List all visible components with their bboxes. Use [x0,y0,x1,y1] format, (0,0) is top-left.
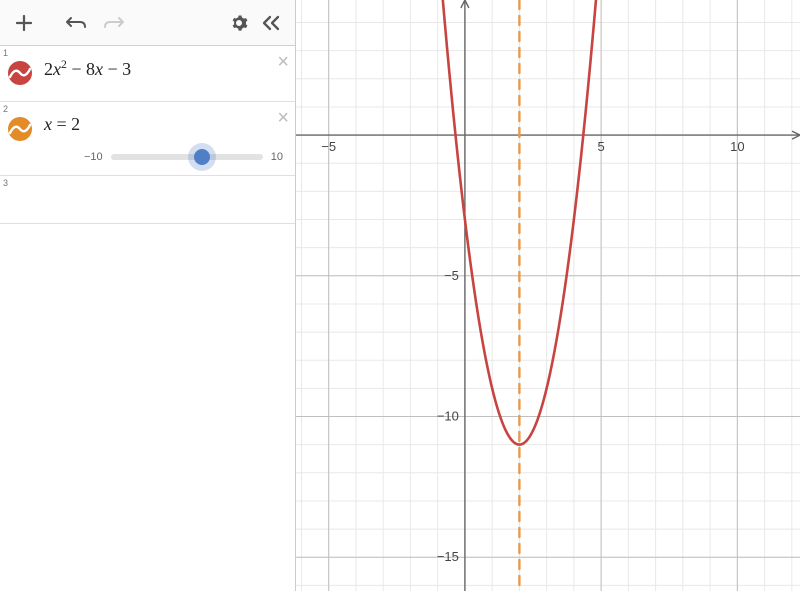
expression-index: 2 [3,104,8,114]
add-expression-button[interactable] [8,7,40,39]
redo-button[interactable] [98,7,130,39]
svg-text:−5: −5 [321,139,336,154]
delete-expression-icon[interactable]: × [277,108,289,128]
collapse-sidebar-button[interactable] [255,7,287,39]
graph-panel[interactable]: −5 5 10 −5 −10 −15 [296,0,800,591]
expression-formula[interactable] [40,176,295,200]
expression-formula[interactable]: x = 2 [40,102,295,147]
expression-list: 12x2 − 8x − 3×2x = 2−1010×3 [0,46,295,591]
expression-row[interactable]: 3 [0,176,295,224]
svg-text:−10: −10 [437,409,459,424]
expression-sidebar: 12x2 − 8x − 3×2x = 2−1010×3 [0,0,296,591]
expression-slider[interactable]: −10 10 [40,147,295,175]
expression-index: 3 [3,178,8,188]
graph-canvas[interactable]: −5 5 10 −5 −10 −15 [296,0,800,591]
slider-max-label: 10 [271,151,283,163]
slider-min-label: −10 [84,151,103,163]
settings-button[interactable] [223,7,255,39]
slider-thumb[interactable] [194,149,210,165]
svg-text:10: 10 [730,139,744,154]
expression-formula[interactable]: 2x2 − 8x − 3 [40,46,295,92]
expression-row[interactable]: 1 2x2 − 8x − 3× [0,46,295,102]
expression-row[interactable]: 2 x = 2 −10 10 × [0,102,295,176]
svg-text:−5: −5 [444,268,459,283]
svg-text:5: 5 [598,139,605,154]
undo-button[interactable] [60,7,92,39]
sidebar-toolbar [0,0,295,46]
slider-track[interactable] [111,154,263,160]
delete-expression-icon[interactable]: × [277,52,289,72]
svg-text:−15: −15 [437,549,459,564]
expression-index: 1 [3,48,8,58]
